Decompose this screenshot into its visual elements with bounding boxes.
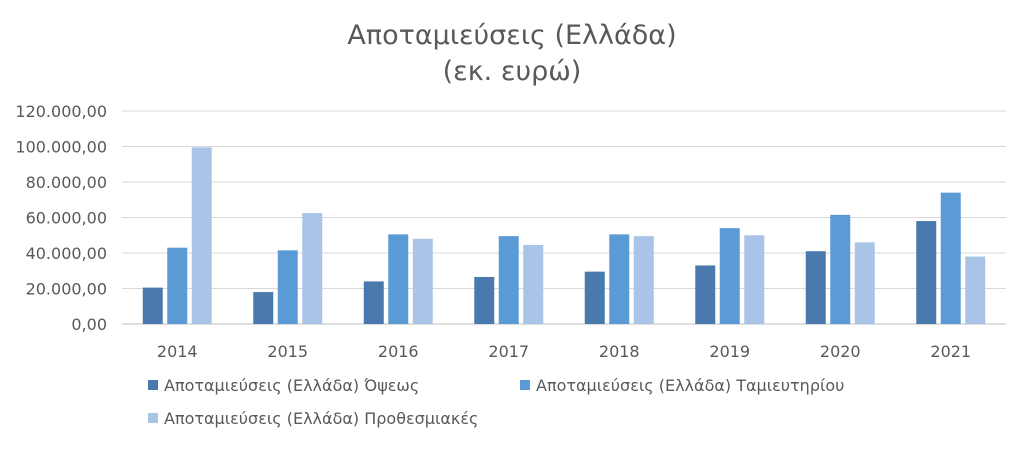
x-tick-label: 2018 bbox=[599, 342, 640, 361]
chart-title: Αποταμιεύσεις (Ελλάδα) bbox=[347, 20, 676, 51]
bar-2016-series-1 bbox=[363, 281, 384, 324]
x-tick-label: 2019 bbox=[709, 342, 750, 361]
x-tick-label: 2016 bbox=[378, 342, 419, 361]
legend: Αποταμιεύσεις (Ελλάδα) Όψεως Αποταμιεύσει… bbox=[148, 376, 844, 428]
bar-2019-series-2 bbox=[719, 228, 740, 324]
bar-2019-series-3 bbox=[744, 235, 765, 324]
y-tick-label: 20.000,00 bbox=[26, 280, 107, 299]
y-tick-label: 0,00 bbox=[71, 315, 107, 334]
bar-2018-series-2 bbox=[609, 234, 630, 324]
bar-2016-series-2 bbox=[388, 234, 409, 324]
x-tick-label: 2021 bbox=[930, 342, 971, 361]
x-tick-label: 2017 bbox=[488, 342, 529, 361]
gridlines bbox=[122, 110, 1006, 325]
bar-2014-series-3 bbox=[191, 147, 212, 324]
y-tick-label: 60.000,00 bbox=[26, 209, 107, 228]
bar-2014-series-2 bbox=[167, 247, 188, 324]
bar-2018-series-3 bbox=[633, 236, 654, 324]
bar-2015-series-1 bbox=[253, 292, 274, 324]
bar-2019-series-1 bbox=[695, 265, 716, 324]
bar-2021-series-3 bbox=[965, 256, 986, 324]
x-axis-ticks: 2014 2015 2016 2017 2018 2019 2020 2021 bbox=[157, 342, 971, 361]
bar-2015-series-3 bbox=[302, 213, 323, 324]
chart-subtitle: (εκ. ευρώ) bbox=[443, 56, 582, 87]
legend-swatch bbox=[148, 380, 158, 390]
legend-label: Αποταμιεύσεις (Ελλάδα) Ταμιευτηρίου bbox=[536, 376, 844, 395]
y-tick-label: 100.000,00 bbox=[15, 138, 107, 157]
bar-2017-series-1 bbox=[474, 276, 495, 324]
y-tick-label: 80.000,00 bbox=[26, 173, 107, 192]
legend-label: Αποταμιεύσεις (Ελλάδα) Όψεως bbox=[164, 376, 419, 395]
bar-2017-series-3 bbox=[523, 245, 544, 324]
bars bbox=[142, 147, 986, 324]
bar-2021-series-1 bbox=[916, 221, 937, 324]
x-tick-label: 2015 bbox=[267, 342, 308, 361]
bar-2018-series-1 bbox=[584, 271, 605, 324]
x-tick-label: 2020 bbox=[820, 342, 861, 361]
bar-2020-series-1 bbox=[805, 251, 826, 324]
x-tick-label: 2014 bbox=[157, 342, 198, 361]
legend-swatch bbox=[148, 413, 158, 423]
y-tick-label: 120.000,00 bbox=[15, 102, 107, 121]
bar-2014-series-1 bbox=[142, 287, 163, 324]
bar-2020-series-2 bbox=[830, 214, 851, 324]
bar-2016-series-3 bbox=[412, 238, 433, 324]
y-axis-ticks: 0,00 20.000,00 40.000,00 60.000,00 80.000,00… bbox=[15, 102, 107, 334]
legend-label: Αποταμιεύσεις (Ελλάδα) Προθεσμιακές bbox=[164, 409, 478, 428]
bar-2021-series-2 bbox=[940, 192, 961, 324]
legend-swatch bbox=[520, 380, 530, 390]
y-tick-label: 40.000,00 bbox=[26, 244, 107, 263]
bar-2015-series-2 bbox=[277, 250, 298, 324]
bar-2020-series-3 bbox=[854, 242, 875, 324]
bar-2017-series-2 bbox=[498, 236, 519, 324]
